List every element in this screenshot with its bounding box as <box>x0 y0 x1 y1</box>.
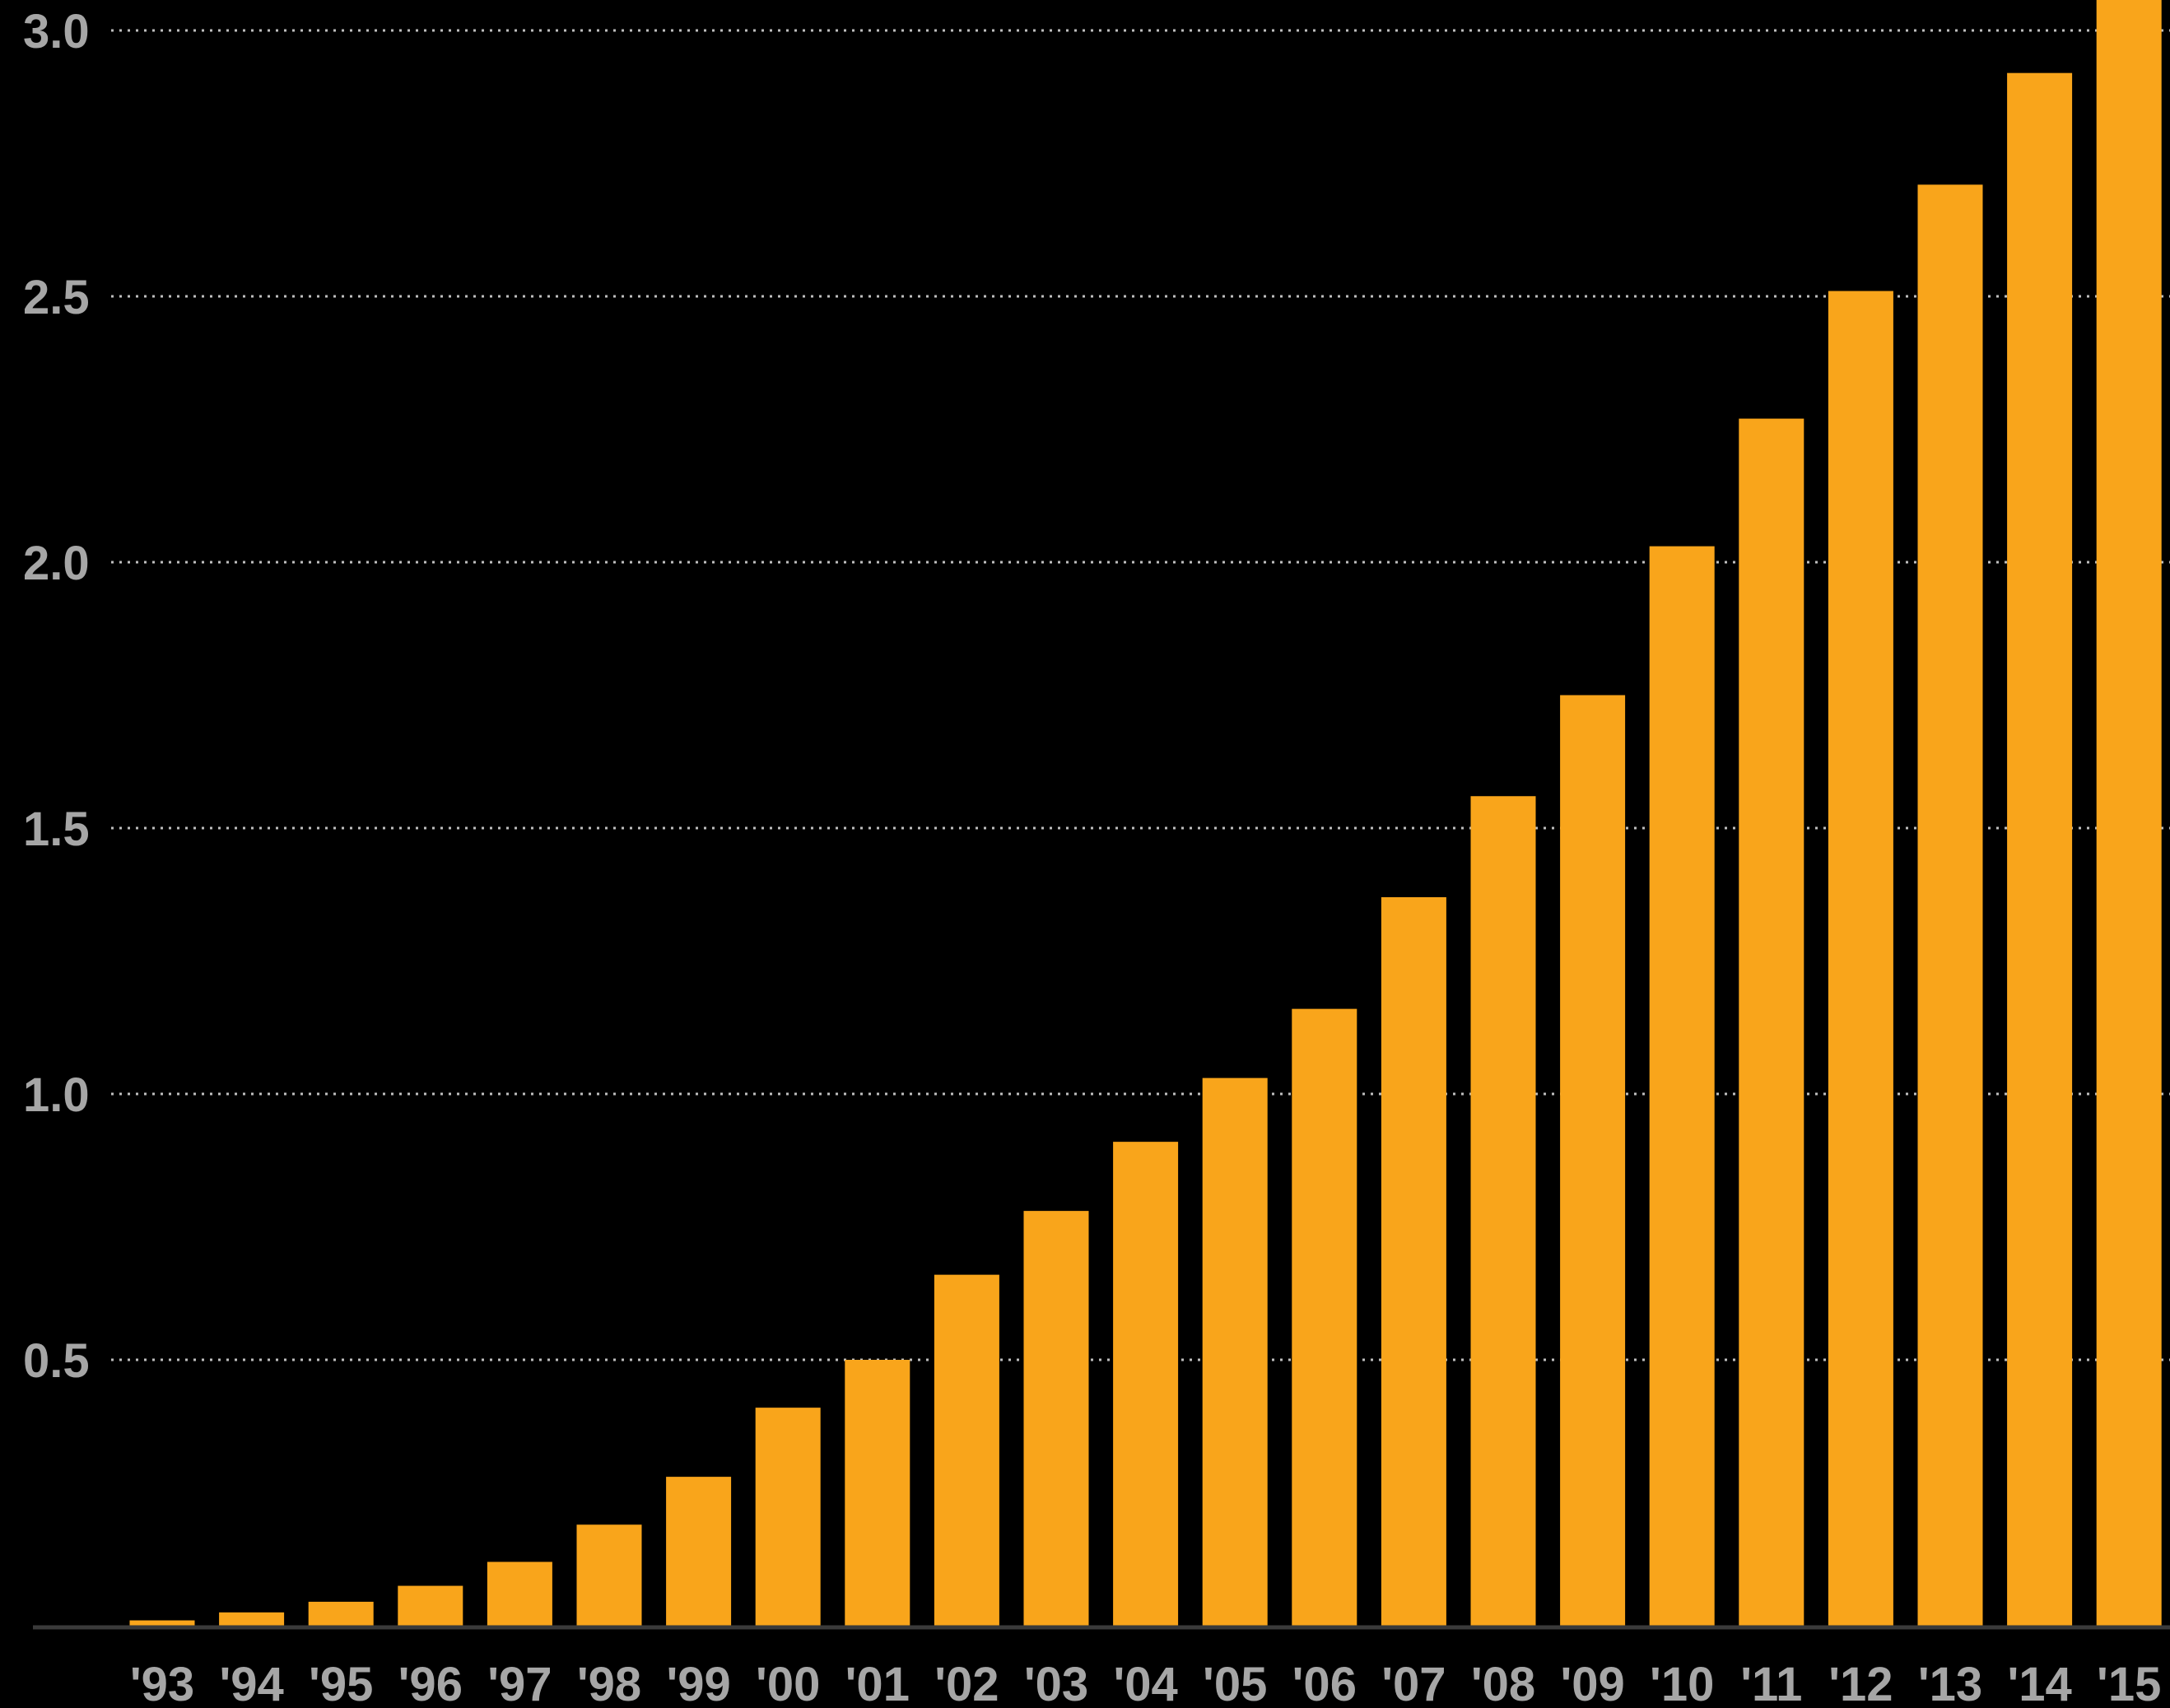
x-tick-label: '04 <box>1113 1658 1177 1708</box>
x-tick-label: '12 <box>1828 1658 1893 1708</box>
y-tick-label: 3.0 <box>23 5 90 58</box>
bar <box>398 1586 463 1626</box>
bar <box>1650 547 1715 1626</box>
bar <box>666 1477 731 1626</box>
bar <box>1292 1009 1357 1626</box>
x-tick-label: '95 <box>309 1658 373 1708</box>
y-tick-label: 2.0 <box>23 537 90 590</box>
x-tick-label: '99 <box>666 1658 730 1708</box>
x-tick-label: '97 <box>487 1658 552 1708</box>
bar <box>1113 1142 1178 1626</box>
x-tick-label: '98 <box>577 1658 641 1708</box>
bar <box>1381 897 1446 1626</box>
x-tick-label: '15 <box>2097 1658 2161 1708</box>
x-tick-label: '11 <box>1740 1658 1802 1708</box>
bar <box>845 1360 910 1626</box>
x-tick-label: '01 <box>845 1658 910 1708</box>
bar <box>487 1561 552 1626</box>
bar <box>1024 1211 1089 1626</box>
y-axis-tick-labels: 0.5 1.0 1.5 2.0 2.5 3.0 <box>23 5 90 1388</box>
bar <box>2007 73 2072 1626</box>
x-tick-label: '09 <box>1560 1658 1624 1708</box>
y-tick-label: 1.5 <box>23 803 90 856</box>
bar <box>1918 184 1983 1626</box>
x-tick-label: '00 <box>756 1658 820 1708</box>
bar <box>756 1408 821 1626</box>
bar <box>1203 1078 1268 1626</box>
x-tick-label: '96 <box>398 1658 463 1708</box>
x-tick-label: '93 <box>130 1658 194 1708</box>
bar <box>130 1621 195 1626</box>
bar <box>1828 291 1893 1626</box>
bar <box>1471 796 1536 1626</box>
x-tick-label: '06 <box>1292 1658 1357 1708</box>
y-tick-label: 1.0 <box>23 1068 90 1122</box>
x-tick-label: '02 <box>934 1658 999 1708</box>
bar <box>934 1275 999 1626</box>
x-tick-label: '08 <box>1471 1658 1535 1708</box>
bar <box>219 1613 284 1626</box>
bar <box>309 1602 374 1626</box>
x-tick-label: '03 <box>1024 1658 1088 1708</box>
bar <box>1739 419 1804 1626</box>
x-tick-label: '14 <box>2007 1658 2071 1708</box>
x-tick-label: '94 <box>219 1658 283 1708</box>
bars <box>130 0 2162 1626</box>
bar <box>1560 696 1625 1627</box>
x-tick-label: '05 <box>1203 1658 1267 1708</box>
y-tick-label: 0.5 <box>23 1334 90 1388</box>
y-tick-label: 2.5 <box>23 271 90 324</box>
bar <box>577 1524 642 1626</box>
bar <box>2097 0 2162 1626</box>
x-tick-label: '10 <box>1650 1658 1714 1708</box>
x-tick-label: '07 <box>1381 1658 1446 1708</box>
x-tick-label: '13 <box>1918 1658 1982 1708</box>
x-axis-tick-labels: '93 '94 '95 '96 '97 '98 '99 '00 '01 '02 '03 '04 '05 '… <box>130 1658 2162 1708</box>
